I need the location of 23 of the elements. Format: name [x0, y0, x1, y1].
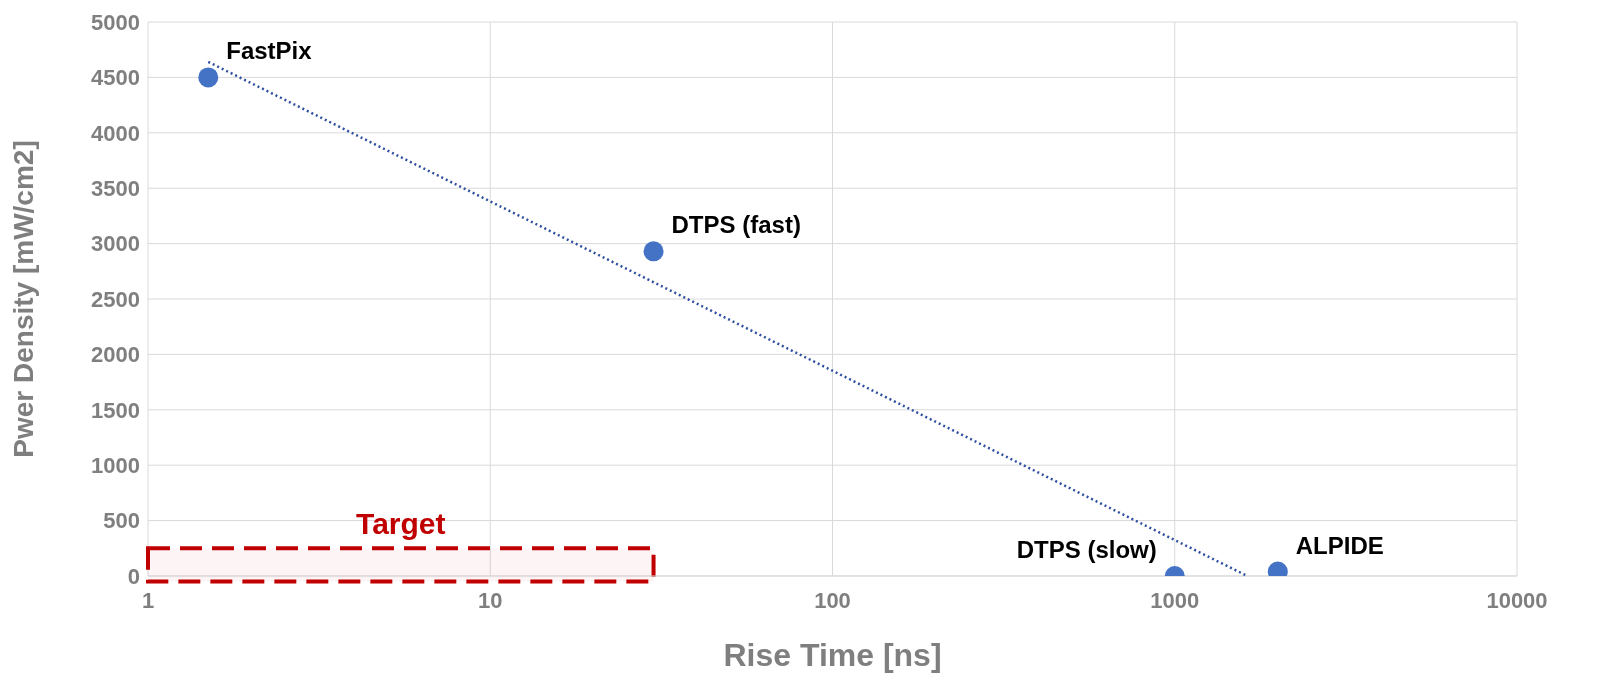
annotation: DTPS (slow): [1016, 536, 1157, 563]
x-tick-label: 10000: [1486, 587, 1548, 613]
y-tick-label: 4000: [91, 120, 140, 146]
y-tick-label: 3500: [91, 176, 140, 202]
y-tick-label: 2500: [91, 286, 140, 312]
annotation: FastPix: [226, 37, 313, 65]
x-axis-title: Rise Time [ns]: [723, 637, 942, 673]
x-tick-label: 10: [478, 587, 503, 613]
x-tick-label: 100: [814, 587, 851, 613]
y-tick-label: 5000: [91, 9, 140, 35]
band-label: Target: [356, 507, 446, 541]
y-tick-label: 1500: [91, 397, 140, 423]
x-tick-label: 1: [141, 587, 155, 613]
y-axis-title: Pwer Density [mW/cm2]: [7, 140, 39, 458]
annotation: ALPIDE: [1295, 531, 1384, 559]
y-tick-label: 4500: [91, 65, 140, 91]
y-tick-label: 500: [103, 508, 140, 534]
annotation: DTPS (fast): [671, 211, 801, 239]
y-tick-label: 1000: [91, 453, 140, 479]
x-tick-label: 1000: [1150, 587, 1200, 613]
y-tick-label: 0: [127, 563, 140, 589]
y-tick-label: 3000: [91, 231, 140, 257]
y-tick-label: 2000: [91, 342, 140, 368]
